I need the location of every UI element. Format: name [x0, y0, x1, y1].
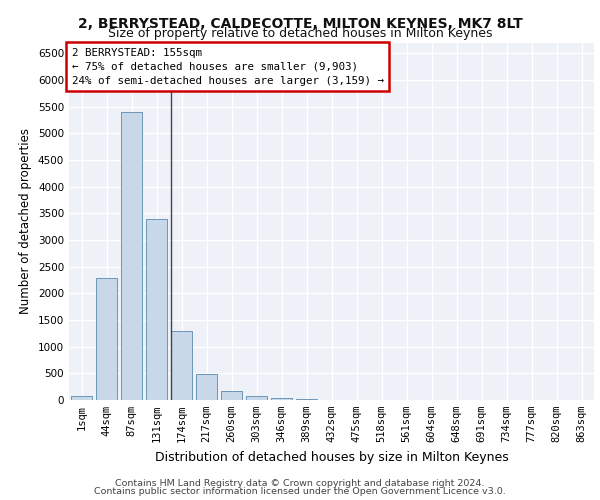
Bar — [146, 218, 167, 400]
Text: Contains HM Land Registry data © Crown copyright and database right 2024.: Contains HM Land Registry data © Crown c… — [115, 478, 485, 488]
Bar — [96, 278, 117, 400]
Bar — [121, 112, 142, 400]
Bar — [171, 330, 192, 400]
Y-axis label: Number of detached properties: Number of detached properties — [19, 128, 32, 314]
Bar — [221, 392, 242, 400]
X-axis label: Distribution of detached houses by size in Milton Keynes: Distribution of detached houses by size … — [155, 450, 508, 464]
Text: 2, BERRYSTEAD, CALDECOTTE, MILTON KEYNES, MK7 8LT: 2, BERRYSTEAD, CALDECOTTE, MILTON KEYNES… — [77, 18, 523, 32]
Text: Size of property relative to detached houses in Milton Keynes: Size of property relative to detached ho… — [108, 28, 492, 40]
Bar — [71, 396, 92, 400]
Bar — [196, 374, 217, 400]
Text: Contains public sector information licensed under the Open Government Licence v3: Contains public sector information licen… — [94, 487, 506, 496]
Bar — [246, 396, 267, 400]
Bar — [296, 399, 317, 400]
Text: 2 BERRYSTEAD: 155sqm
← 75% of detached houses are smaller (9,903)
24% of semi-de: 2 BERRYSTEAD: 155sqm ← 75% of detached h… — [71, 48, 383, 86]
Bar — [271, 398, 292, 400]
